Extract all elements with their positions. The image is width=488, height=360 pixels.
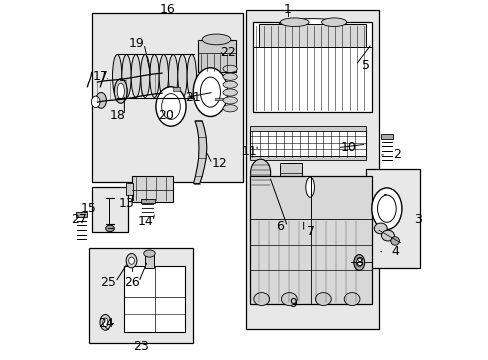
Ellipse shape [223, 89, 237, 96]
Text: 8: 8 [354, 256, 363, 269]
Ellipse shape [143, 250, 155, 257]
Ellipse shape [200, 77, 220, 107]
Ellipse shape [223, 97, 237, 104]
Bar [249, 156, 366, 160]
Text: 15: 15 [81, 202, 96, 215]
Bar [92, 187, 128, 232]
Ellipse shape [193, 68, 227, 117]
Text: 3: 3 [414, 213, 422, 226]
Text: 19: 19 [129, 37, 144, 50]
Ellipse shape [278, 19, 346, 32]
Ellipse shape [156, 87, 185, 126]
Ellipse shape [178, 54, 187, 98]
Text: 23: 23 [132, 340, 148, 353]
Ellipse shape [187, 54, 196, 98]
Text: 1: 1 [283, 3, 291, 16]
Ellipse shape [223, 73, 237, 80]
Text: 2: 2 [392, 148, 400, 161]
Text: 25: 25 [100, 276, 116, 289]
Text: 6: 6 [276, 220, 284, 233]
Ellipse shape [253, 293, 269, 306]
Text: 27: 27 [71, 213, 87, 226]
Ellipse shape [96, 93, 106, 108]
Ellipse shape [223, 81, 237, 88]
Ellipse shape [122, 54, 131, 98]
Ellipse shape [344, 293, 359, 306]
Ellipse shape [112, 54, 122, 98]
Bar [249, 130, 366, 158]
Ellipse shape [114, 79, 127, 103]
Ellipse shape [126, 253, 137, 268]
Text: 18: 18 [109, 109, 125, 122]
Ellipse shape [159, 54, 168, 98]
Ellipse shape [353, 255, 364, 270]
Text: 5: 5 [362, 59, 370, 72]
Ellipse shape [168, 54, 178, 98]
Text: 11: 11 [242, 145, 257, 158]
Ellipse shape [149, 54, 159, 98]
Text: 14: 14 [138, 215, 153, 228]
Text: 20: 20 [157, 109, 173, 122]
Text: 13: 13 [118, 197, 134, 210]
Bar [258, 24, 366, 47]
Bar [140, 199, 155, 203]
Ellipse shape [356, 258, 362, 267]
Text: 16: 16 [159, 3, 175, 16]
Bar [249, 176, 371, 304]
Ellipse shape [281, 293, 297, 306]
Ellipse shape [280, 18, 308, 27]
Bar [144, 255, 154, 268]
Text: 17: 17 [93, 69, 109, 82]
Ellipse shape [373, 223, 386, 234]
Ellipse shape [105, 225, 114, 231]
Ellipse shape [381, 230, 394, 241]
Ellipse shape [315, 293, 330, 306]
Bar [131, 176, 172, 202]
Bar [215, 98, 223, 100]
Bar [76, 212, 87, 217]
Bar [92, 13, 242, 182]
Bar [124, 266, 185, 332]
Text: 21: 21 [184, 91, 200, 104]
Text: 4: 4 [390, 245, 398, 258]
Ellipse shape [305, 177, 314, 197]
Bar [246, 10, 378, 329]
Ellipse shape [223, 65, 237, 72]
Text: 26: 26 [123, 276, 139, 289]
Text: 24: 24 [99, 317, 114, 330]
Text: 10: 10 [340, 141, 356, 154]
Bar [380, 134, 392, 139]
Ellipse shape [321, 18, 346, 27]
Ellipse shape [371, 188, 401, 229]
Ellipse shape [91, 96, 100, 108]
Bar [280, 163, 301, 184]
Bar [126, 183, 132, 195]
Text: 22: 22 [220, 46, 236, 59]
Ellipse shape [140, 54, 149, 98]
Text: 12: 12 [211, 157, 227, 170]
Bar [249, 126, 366, 131]
Bar [198, 40, 235, 72]
Ellipse shape [117, 83, 124, 99]
Text: 9: 9 [288, 297, 296, 310]
Ellipse shape [128, 257, 134, 264]
Ellipse shape [202, 34, 230, 45]
Polygon shape [193, 121, 206, 184]
Ellipse shape [100, 315, 110, 330]
Ellipse shape [377, 195, 395, 222]
Text: 7: 7 [306, 225, 314, 238]
Bar [88, 248, 192, 343]
Bar [366, 169, 419, 268]
Ellipse shape [102, 318, 108, 327]
Ellipse shape [223, 105, 237, 112]
Ellipse shape [390, 237, 399, 245]
Ellipse shape [250, 159, 270, 186]
Ellipse shape [162, 94, 180, 120]
Bar [253, 22, 371, 112]
Ellipse shape [131, 54, 140, 98]
Bar [172, 87, 180, 91]
